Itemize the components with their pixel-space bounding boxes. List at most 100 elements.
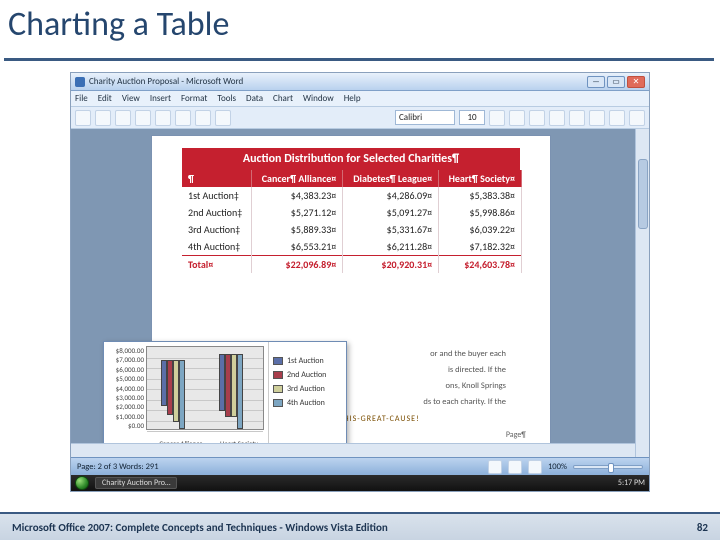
table-cell: Total¤: [182, 256, 252, 274]
horizontal-scrollbar[interactable]: [71, 443, 635, 457]
view-button[interactable]: [488, 460, 502, 474]
menu-insert[interactable]: Insert: [150, 93, 171, 104]
chart-window[interactable]: $8,000.00$7,000.00$6,000.00$5,000.00$4,0…: [103, 341, 347, 451]
table-cell: $24,603.78¤: [439, 256, 522, 274]
toolbar-button[interactable]: [569, 110, 585, 126]
status-bar: Page: 2 of 3 Words: 291 100%: [71, 457, 649, 475]
toolbar-button[interactable]: [175, 110, 191, 126]
zoom-slider[interactable]: [573, 465, 643, 469]
table-cell: $5,331.67¤: [343, 221, 439, 238]
close-button[interactable]: ✕: [627, 76, 645, 88]
toolbar-button[interactable]: [95, 110, 111, 126]
footer-text: Microsoft Office 2007: Complete Concepts…: [12, 521, 388, 534]
legend-item: 4th Auction: [273, 398, 342, 408]
legend-item: 2nd Auction: [273, 370, 342, 380]
slide-divider: [4, 58, 714, 61]
y-tick: $2,000.00: [106, 402, 144, 411]
menu-help[interactable]: Help: [344, 93, 361, 104]
menu-view[interactable]: View: [122, 93, 140, 104]
legend-label: 1st Auction: [287, 356, 324, 366]
toolbar-button[interactable]: [609, 110, 625, 126]
body-text: ds to each charity. If the: [423, 396, 506, 408]
table-total-row: Total¤$22,096.89¤$20,920.31¤$24,603.78¤: [182, 256, 522, 274]
legend-swatch: [273, 399, 283, 407]
view-button[interactable]: [528, 460, 542, 474]
maximize-button[interactable]: ▭: [607, 76, 625, 88]
toolbar-button[interactable]: [135, 110, 151, 126]
menu-edit[interactable]: Edit: [98, 93, 112, 104]
y-tick: $3,000.00: [106, 393, 144, 402]
taskbar: Charity Auction Pro… 5:17 PM: [71, 475, 649, 491]
y-tick: $4,000.00: [106, 384, 144, 393]
table-cell: $7,182.32¤: [439, 238, 522, 256]
table-cell: 1st Auction‡: [182, 187, 252, 204]
table-cell: $4,383.23¤: [252, 187, 343, 204]
menu-format[interactable]: Format: [181, 93, 207, 104]
toolbar-button[interactable]: [75, 110, 91, 126]
menu-file[interactable]: File: [75, 93, 88, 104]
menu-data[interactable]: Data: [246, 93, 263, 104]
body-text: ons, Knoll Springs: [446, 380, 506, 392]
table-cell: 3rd Auction‡: [182, 221, 252, 238]
col-diabetes: Diabetes¶ League¤: [343, 170, 439, 187]
slide-footer: Microsoft Office 2007: Complete Concepts…: [0, 512, 720, 540]
toolbar-button[interactable]: [155, 110, 171, 126]
chart-legend: 1st Auction 2nd Auction 3rd Auction 4th Auc…: [268, 342, 346, 450]
menu-window[interactable]: Window: [303, 93, 334, 104]
toolbar-button[interactable]: [115, 110, 131, 126]
col-blank: ¶: [182, 170, 252, 187]
legend-item: 1st Auction: [273, 356, 342, 366]
vertical-scrollbar[interactable]: [635, 129, 649, 457]
legend-item: 3rd Auction: [273, 384, 342, 394]
scroll-thumb[interactable]: [638, 159, 648, 229]
body-text: or and the buyer each: [430, 348, 506, 360]
y-tick: $8,000.00: [106, 346, 144, 355]
table-cell: $4,286.09¤: [343, 187, 439, 204]
word-window: Charity Auction Proposal - Microsoft Wor…: [70, 72, 650, 492]
table-heading: Auction Distribution for Selected Charit…: [182, 148, 520, 170]
gridline: [147, 358, 263, 359]
legend-swatch: [273, 385, 283, 393]
toolbar-button[interactable]: [549, 110, 565, 126]
table-cell: $5,889.33¤: [252, 221, 343, 238]
bar: [179, 360, 185, 429]
minimize-button[interactable]: —: [587, 76, 605, 88]
legend-label: 3rd Auction: [287, 384, 325, 394]
underline-button[interactable]: [529, 110, 545, 126]
slide-title: Charting a Table: [8, 4, 229, 45]
menu-tools[interactable]: Tools: [217, 93, 236, 104]
table-row: 2nd Auction‡$5,271.12¤$5,091.27¤$5,998.8…: [182, 204, 522, 221]
table-cell: $6,211.28¤: [343, 238, 439, 256]
menu-chart[interactable]: Chart: [273, 93, 293, 104]
start-button[interactable]: [75, 476, 89, 490]
bar-group: [161, 360, 185, 429]
font-size-box[interactable]: 10: [459, 110, 485, 125]
window-titlebar[interactable]: Charity Auction Proposal - Microsoft Wor…: [71, 73, 649, 91]
table-cell: 2nd Auction‡: [182, 204, 252, 221]
italic-button[interactable]: [509, 110, 525, 126]
y-tick: $6,000.00: [106, 365, 144, 374]
toolbar-button[interactable]: [215, 110, 231, 126]
table-row: 3rd Auction‡$5,889.33¤$5,331.67¤$6,039.2…: [182, 221, 522, 238]
table-cell: $5,383.38¤: [439, 187, 522, 204]
document-area: Auction Distribution for Selected Charit…: [71, 129, 649, 457]
legend-label: 2nd Auction: [287, 370, 326, 380]
footer-page: 82: [697, 521, 708, 534]
table-cell: $5,998.86¤: [439, 204, 522, 221]
y-axis: $8,000.00$7,000.00$6,000.00$5,000.00$4,0…: [106, 346, 144, 430]
table-cell: $5,271.12¤: [252, 204, 343, 221]
bar: [237, 354, 243, 429]
table-row: 1st Auction‡$4,383.23¤$4,286.09¤$5,383.3…: [182, 187, 522, 204]
toolbar-button[interactable]: [195, 110, 211, 126]
toolbar-button[interactable]: [589, 110, 605, 126]
taskbar-item[interactable]: Charity Auction Pro…: [95, 477, 177, 489]
toolbar-button[interactable]: [629, 110, 645, 126]
legend-swatch: [273, 371, 283, 379]
zoom-knob[interactable]: [608, 463, 614, 473]
gridline: [147, 431, 263, 432]
view-button[interactable]: [508, 460, 522, 474]
font-name-box[interactable]: Calibri: [395, 110, 455, 125]
bold-button[interactable]: [489, 110, 505, 126]
table-row: 4th Auction‡$6,553.21¤$6,211.28¤$7,182.3…: [182, 238, 522, 256]
tray-clock: 5:17 PM: [618, 478, 645, 488]
